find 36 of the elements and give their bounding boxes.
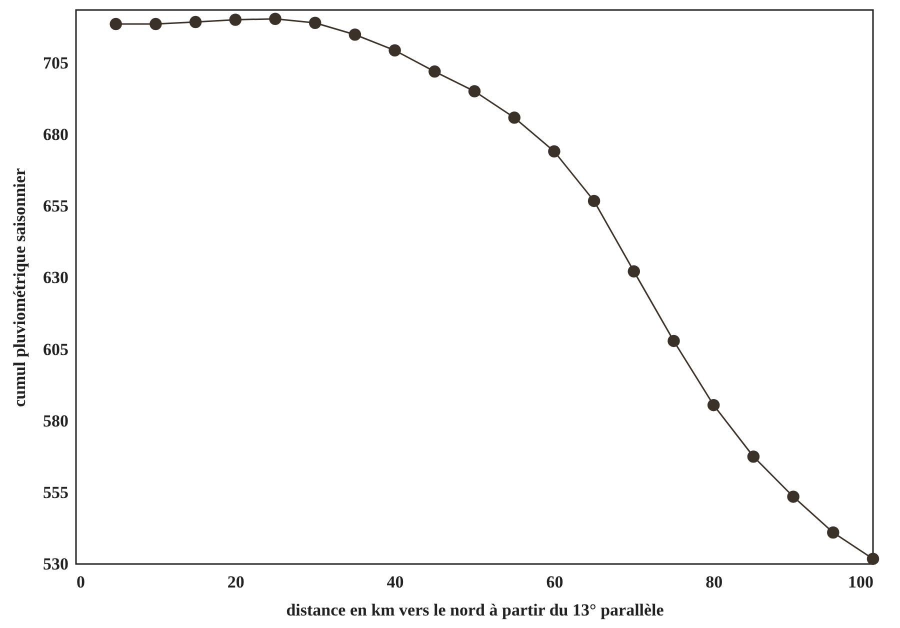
point [628, 265, 640, 278]
point [229, 14, 242, 26]
point [588, 194, 600, 208]
point [548, 145, 560, 158]
point [827, 526, 840, 539]
y-tick-label: 555 [43, 482, 68, 502]
point [348, 28, 362, 41]
point [668, 334, 680, 348]
x-tick-label: 80 [706, 572, 723, 592]
point [269, 12, 282, 25]
point [468, 85, 481, 98]
x-tick-label: 100 [848, 572, 874, 592]
point [787, 490, 800, 503]
point [707, 398, 720, 412]
y-tick-label: 680 [43, 125, 68, 144]
point [150, 18, 162, 30]
y-tick-label: 580 [43, 411, 68, 430]
y-tick-label: 630 [43, 268, 68, 288]
x-tick-label: 60 [546, 572, 564, 592]
point [428, 65, 441, 78]
y-tick-label: 605 [43, 340, 68, 359]
x-axis-title: distance en km vers le nord à partir du 13° parallèle [286, 600, 664, 620]
x-tick-label: 0 [76, 572, 85, 592]
y-tick-label: 705 [43, 53, 68, 72]
y-tick-label: 655 [43, 196, 68, 216]
point [308, 16, 322, 29]
point [189, 16, 202, 28]
point [747, 450, 760, 463]
x-tick-label: 20 [227, 572, 244, 592]
x-tick-label: 40 [386, 572, 404, 592]
y-axis-title: cumul pluviométrique saisonnier [10, 168, 29, 407]
point [388, 44, 401, 56]
y-tick-label: 530 [43, 554, 68, 574]
point [508, 112, 520, 124]
point [110, 18, 122, 30]
point [866, 552, 880, 565]
